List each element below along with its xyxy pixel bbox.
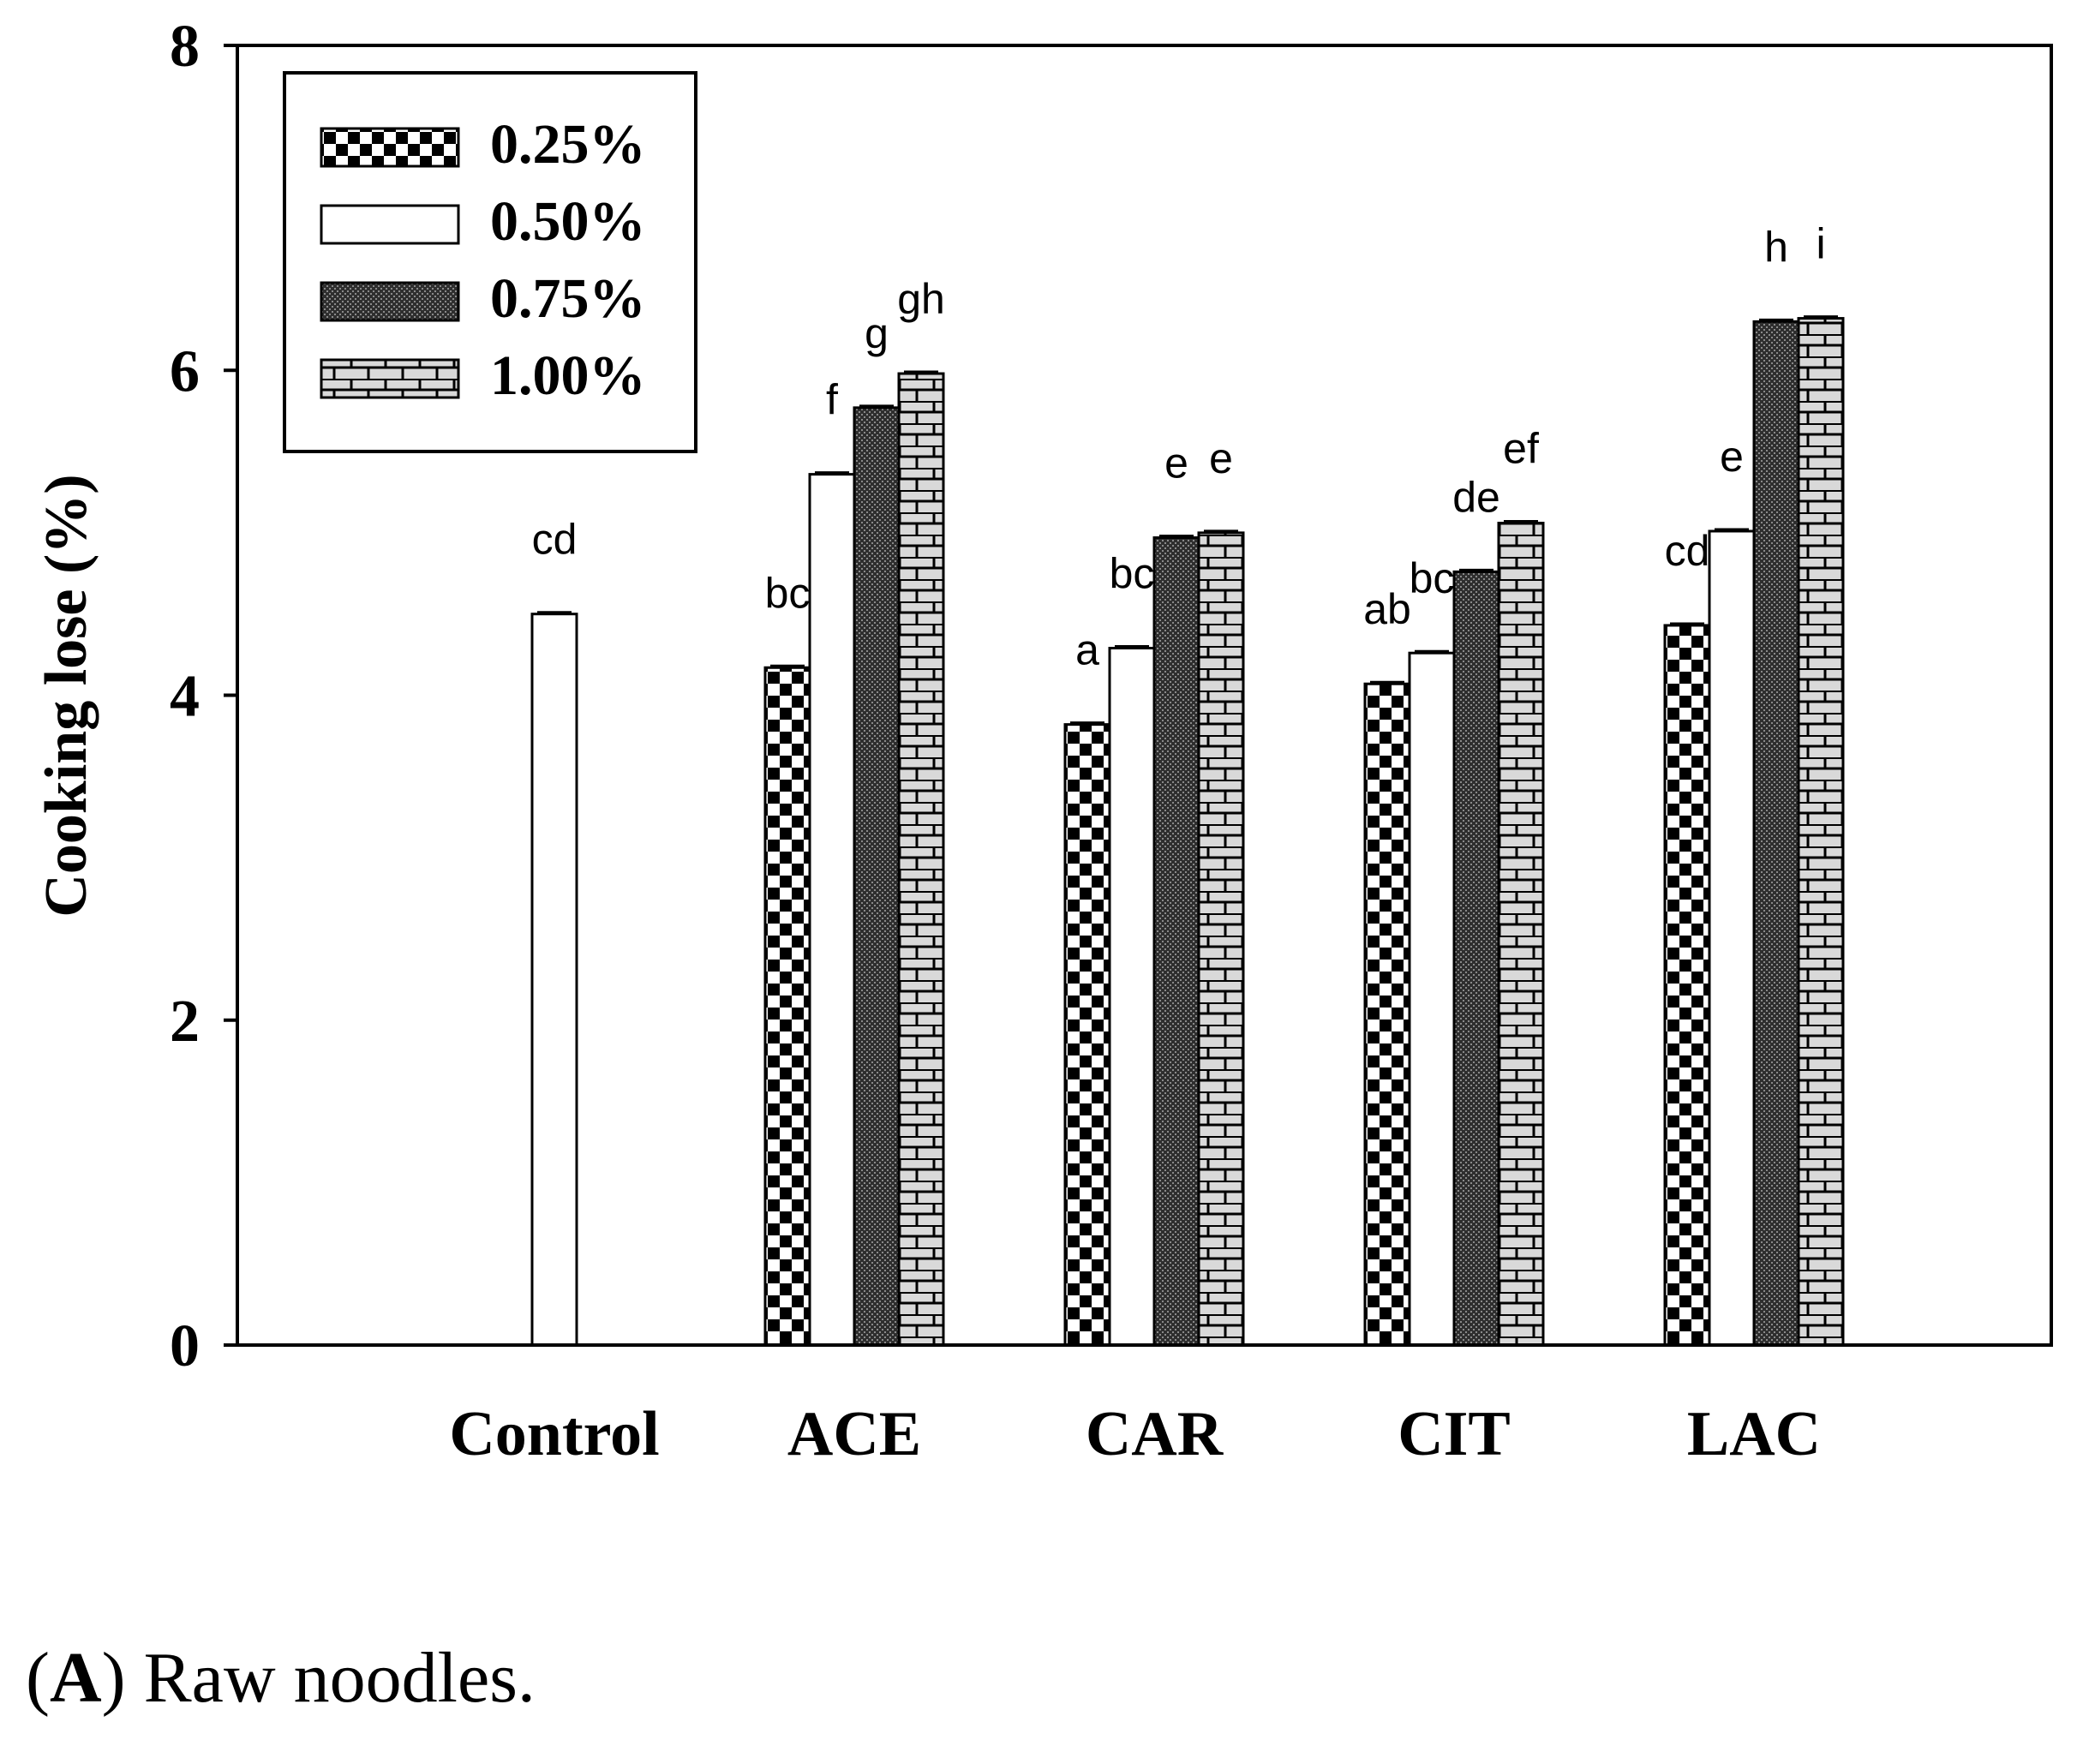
legend-swatch-1-00pct bbox=[320, 358, 460, 399]
y-axis-title: Cooking lose (%) bbox=[33, 474, 99, 917]
significance-label: f bbox=[826, 376, 838, 424]
significance-label: gh bbox=[897, 275, 945, 323]
bar-car-1-00pct bbox=[1197, 531, 1245, 1347]
x-category-label-control: Control bbox=[449, 1399, 659, 1469]
y-tick-label-6: 6 bbox=[170, 338, 200, 404]
bar-car-0-75pct bbox=[1152, 536, 1200, 1347]
bar-lac-0-25pct bbox=[1663, 624, 1711, 1347]
y-tick-label-4: 4 bbox=[170, 664, 200, 730]
significance-label: e bbox=[1720, 433, 1744, 481]
significance-label: a bbox=[1075, 626, 1099, 674]
significance-label: ef bbox=[1503, 424, 1539, 472]
bar-lac-0-50pct bbox=[1708, 529, 1756, 1347]
bar-car-0-25pct bbox=[1063, 723, 1111, 1347]
bar-ace-1-00pct bbox=[897, 372, 945, 1347]
caption-letter: A bbox=[49, 1638, 102, 1718]
significance-label: de bbox=[1452, 473, 1500, 521]
figure-caption: (A) Raw noodles. bbox=[26, 1638, 536, 1718]
significance-label: bc bbox=[1410, 554, 1455, 602]
bar-ace-0-25pct bbox=[763, 666, 811, 1347]
significance-label: cd bbox=[532, 516, 578, 564]
significance-label: g bbox=[865, 309, 889, 357]
significance-label: h bbox=[1764, 223, 1788, 271]
y-tick-label-2: 2 bbox=[170, 989, 200, 1055]
significance-label: cd bbox=[1665, 527, 1710, 575]
legend-swatch-0-75pct bbox=[320, 281, 460, 322]
y-tick-label-8: 8 bbox=[170, 14, 200, 80]
legend-label: 0.25% bbox=[490, 113, 646, 176]
bar-cit-0-75pct bbox=[1452, 570, 1500, 1347]
significance-label: e bbox=[1209, 434, 1233, 482]
bar-lac-1-00pct bbox=[1797, 317, 1845, 1347]
significance-label: bc bbox=[765, 569, 811, 617]
x-category-label-car: CAR bbox=[1086, 1399, 1224, 1469]
bar-ace-0-75pct bbox=[853, 406, 901, 1347]
significance-label: bc bbox=[1110, 550, 1155, 598]
caption-text: Raw noodles. bbox=[143, 1638, 536, 1718]
y-tick-label-0: 0 bbox=[170, 1313, 200, 1379]
legend-swatch-0-25pct bbox=[320, 127, 460, 168]
legend-label: 1.00% bbox=[490, 344, 646, 407]
significance-label: e bbox=[1164, 440, 1188, 487]
x-category-label-lac: LAC bbox=[1687, 1399, 1821, 1469]
legend: 0.25% 0.50% 0.75% 1.00% bbox=[283, 71, 697, 453]
significance-label: i bbox=[1816, 220, 1825, 268]
significance-label: ab bbox=[1363, 585, 1411, 633]
bar-ace-0-50pct bbox=[808, 473, 856, 1347]
bar-cit-0-25pct bbox=[1363, 682, 1411, 1347]
bar-car-0-50pct bbox=[1108, 647, 1156, 1347]
bar-lac-0-75pct bbox=[1752, 320, 1800, 1347]
legend-swatch-0-50pct bbox=[320, 204, 460, 245]
legend-label: 0.50% bbox=[490, 190, 646, 253]
legend-label: 0.75% bbox=[490, 267, 646, 330]
bar-control-0-50pct bbox=[530, 613, 578, 1347]
bar-cit-1-00pct bbox=[1497, 521, 1545, 1347]
bar-cit-0-50pct bbox=[1408, 651, 1456, 1347]
x-category-label-cit: CIT bbox=[1398, 1399, 1511, 1469]
x-category-label-ace: ACE bbox=[787, 1399, 921, 1469]
